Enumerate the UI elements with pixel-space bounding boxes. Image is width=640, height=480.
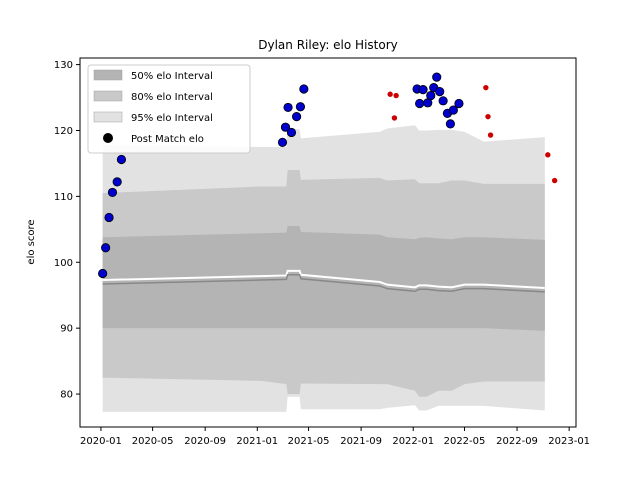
- x-tick-label: 2022-01: [392, 436, 434, 447]
- match-point-6: [116, 154, 127, 165]
- x-tick-label: 2021-09: [340, 436, 382, 447]
- x-tick-label: 2021-05: [288, 436, 330, 447]
- match-point-10: [286, 127, 297, 138]
- x-axis: 2020-01 2020-05 2020-09 2021-01 2021-05 2021-…: [80, 427, 590, 447]
- x-tick-label: 2021-01: [236, 436, 278, 447]
- match-point-7: [277, 137, 288, 147]
- x-tick-label: 2020-05: [132, 436, 174, 447]
- y-tick-label: 100: [54, 258, 73, 269]
- match-point-20: [432, 72, 442, 82]
- y-tick-label: 130: [54, 60, 73, 71]
- match-point-4: [107, 187, 118, 198]
- match-point-9: [283, 102, 293, 113]
- match-point-12: [295, 102, 306, 112]
- other-point-7: [544, 151, 552, 159]
- legend-box: [87, 64, 251, 154]
- x-tick-label: 2023-01: [548, 436, 590, 447]
- match-point-21: [435, 87, 445, 97]
- other-point-1: [386, 90, 394, 98]
- match-point-5: [112, 177, 122, 187]
- legend-swatch-2: [93, 90, 123, 102]
- mean-lines: [102, 269, 545, 293]
- match-points: [98, 72, 558, 279]
- y-axis: 80 90 100 110 120 130: [54, 60, 80, 401]
- legend-label-4: Post Match elo: [131, 134, 204, 145]
- x-tick-label: 2022-05: [444, 436, 486, 447]
- match-point-3: [104, 212, 114, 223]
- legend-label-3: 95% elo Interval: [131, 113, 213, 124]
- other-point-2: [392, 92, 400, 99]
- interval-bands: [102, 125, 545, 412]
- other-point-8: [551, 177, 558, 184]
- match-point-24: [445, 119, 455, 129]
- match-point-18: [426, 90, 436, 101]
- chart-title: Dylan Riley: elo History: [258, 38, 398, 52]
- legend-label-2: 80% elo Interval: [131, 92, 213, 103]
- legend-swatch-3: [93, 111, 123, 123]
- mean-elo-line: [102, 274, 545, 293]
- match-point-22: [438, 96, 448, 106]
- match-point-25: [448, 105, 458, 115]
- match-point-15: [415, 98, 425, 109]
- legend-swatch-1: [93, 69, 123, 81]
- axes-frame: [79, 57, 577, 428]
- band-50: [102, 226, 545, 331]
- y-axis-title: elo score: [26, 219, 37, 264]
- legend-marker: [103, 133, 113, 143]
- y-tick-label: 110: [54, 192, 73, 203]
- mean-highlight-line: [102, 269, 545, 289]
- match-point-1: [98, 268, 108, 279]
- x-tick-label: 2020-09: [184, 436, 226, 447]
- match-point-11: [291, 112, 302, 122]
- plot-area: [98, 72, 558, 412]
- legend: 50% elo Interval 80% elo Interval 95% elo …: [87, 64, 251, 154]
- match-point-2: [101, 243, 111, 253]
- y-tick-label: 80: [60, 390, 73, 401]
- other-point-3: [391, 114, 398, 122]
- y-tick-label: 120: [54, 126, 73, 137]
- other-point-5: [484, 113, 492, 120]
- x-tick-label: 2020-01: [80, 436, 122, 447]
- match-point-13: [299, 84, 309, 94]
- legend-label-1: 50% elo Interval: [131, 71, 213, 82]
- other-point-4: [482, 84, 490, 91]
- x-tick-label: 2022-09: [496, 436, 538, 447]
- match-point-8: [280, 122, 291, 132]
- y-tick-label: 90: [60, 324, 73, 335]
- match-point-16: [418, 85, 428, 95]
- other-point-6: [487, 131, 494, 139]
- match-point-26: [454, 98, 464, 109]
